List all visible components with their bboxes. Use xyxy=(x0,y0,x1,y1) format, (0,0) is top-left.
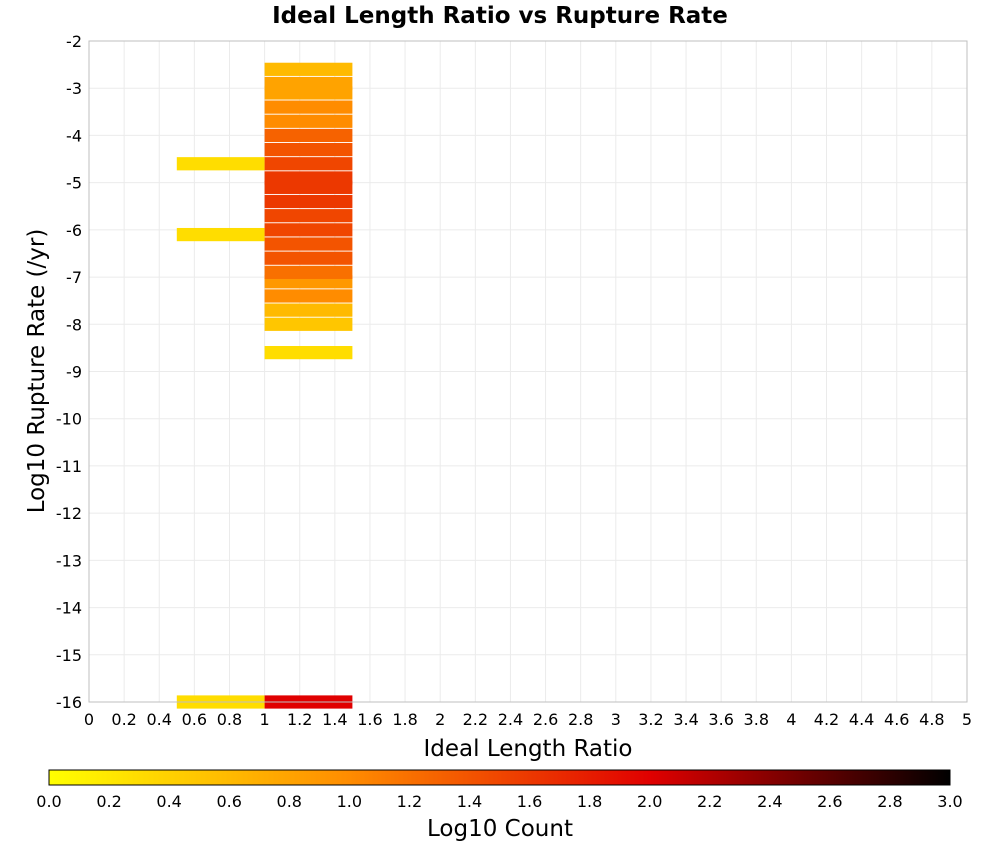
heatmap-cell xyxy=(264,265,353,279)
x-tick-label: 4.8 xyxy=(919,710,944,729)
colorbar xyxy=(48,769,951,786)
x-axis-label: Ideal Length Ratio xyxy=(423,736,632,762)
x-tick-label: 1.6 xyxy=(357,710,382,729)
heatmap-cell xyxy=(264,289,353,303)
y-tick-label: -5 xyxy=(66,174,82,193)
y-tick-label: -6 xyxy=(66,221,82,240)
colorbar-tick-label: 3.0 xyxy=(937,792,962,811)
x-tick-label: 2.4 xyxy=(498,710,523,729)
y-tick-label: -16 xyxy=(56,693,82,712)
x-tick-label: 0.2 xyxy=(111,710,136,729)
y-tick-label: -7 xyxy=(66,268,82,287)
heatmap-cell xyxy=(264,251,353,265)
x-tick-label: 2.2 xyxy=(463,710,488,729)
colorbar-tick-label: 2.4 xyxy=(757,792,782,811)
x-tick-labels: 0 0.2 0.4 0.6 0.8 1 1.2 1.4 1.6 1.8 2 2.2 2.4 2.6 2.8 3… xyxy=(84,710,972,729)
x-tick-label: 4.2 xyxy=(814,710,839,729)
heatmap-cell xyxy=(264,100,353,114)
y-tick-label: -4 xyxy=(66,126,82,145)
x-tick-label: 5 xyxy=(962,710,972,729)
x-tick-label: 4.6 xyxy=(884,710,909,729)
plot-frame xyxy=(88,40,968,703)
y-tick-label: -2 xyxy=(66,32,82,51)
heatmap-cell xyxy=(264,194,353,209)
heatmap-cell xyxy=(264,128,353,143)
x-tick-label: 3.6 xyxy=(708,710,733,729)
y-tick-label: -3 xyxy=(66,79,82,98)
x-tick-label: 0 xyxy=(84,710,94,729)
x-tick-label: 3.4 xyxy=(673,710,698,729)
colorbar-tick-label: 1.4 xyxy=(457,792,482,811)
y-tick-label: -11 xyxy=(56,457,82,476)
colorbar-tick-label: 1.6 xyxy=(517,792,542,811)
heatmap-cell xyxy=(264,171,353,185)
x-tick-label: 1 xyxy=(260,710,270,729)
y-tick-labels: -2 -3 -4 -5 -6 -7 -8 -9 -10 -11 -12 -13 -14 -15 -16 xyxy=(56,32,82,712)
x-tick-label: 0.8 xyxy=(217,710,242,729)
y-axis-label: Log10 Rupture Rate (/yr) xyxy=(24,229,50,514)
x-tick-label: 2.8 xyxy=(568,710,593,729)
x-tick-label: 1.2 xyxy=(287,710,312,729)
x-tick-label: 2 xyxy=(435,710,445,729)
heatmap-cell xyxy=(264,303,353,317)
heatmap-cell xyxy=(264,223,353,237)
x-tick-label: 1.8 xyxy=(392,710,417,729)
heatmap-cell xyxy=(264,209,353,223)
heatmap-cell xyxy=(176,157,265,171)
heatmap-cell xyxy=(264,237,353,251)
colorbar-tick-label: 1.2 xyxy=(397,792,422,811)
colorbar-tick-label: 1.8 xyxy=(577,792,602,811)
colorbar-tick-label: 0.0 xyxy=(36,792,61,811)
colorbar-tick-label: 0.2 xyxy=(96,792,121,811)
colorbar-label: Log10 Count xyxy=(427,816,573,842)
colorbar-tick-label: 0.4 xyxy=(156,792,181,811)
y-tick-label: -13 xyxy=(56,551,82,570)
heatmap-cell xyxy=(264,317,353,331)
grid-lines xyxy=(88,40,968,703)
heatmap-cell xyxy=(264,76,353,91)
y-tick-label: -15 xyxy=(56,646,82,665)
x-tick-label: 3 xyxy=(611,710,621,729)
y-tick-label: -8 xyxy=(66,315,82,334)
heatmap-cells xyxy=(176,62,353,709)
y-tick-label: -12 xyxy=(56,504,82,523)
colorbar-tick-label: 2.2 xyxy=(697,792,722,811)
colorbar-tick-label: 2.6 xyxy=(817,792,842,811)
x-tick-label: 1.4 xyxy=(322,710,347,729)
x-tick-label: 3.2 xyxy=(638,710,663,729)
colorbar-tick-label: 1.0 xyxy=(337,792,362,811)
heatmap-cell xyxy=(176,227,265,242)
heatmap-cell xyxy=(264,142,353,157)
heatmap-cell xyxy=(264,62,353,76)
x-tick-label: 0.6 xyxy=(182,710,207,729)
colorbar-tick-labels: 0.0 0.2 0.4 0.6 0.8 1.0 1.2 1.4 1.6 1.8 2.0 2.2 2.4 2… xyxy=(36,792,962,811)
x-tick-label: 0.4 xyxy=(147,710,172,729)
x-tick-label: 4.4 xyxy=(849,710,874,729)
chart-title: Ideal Length Ratio vs Rupture Rate xyxy=(272,3,728,29)
heatmap-cell xyxy=(264,157,353,171)
x-tick-label: 3.8 xyxy=(744,710,769,729)
colorbar-tick-label: 0.6 xyxy=(216,792,241,811)
y-tick-label: -10 xyxy=(56,410,82,429)
x-tick-label: 2.6 xyxy=(533,710,558,729)
colorbar-tick-label: 0.8 xyxy=(277,792,302,811)
colorbar-tick-label: 2.8 xyxy=(877,792,902,811)
heatmap-cell xyxy=(264,346,353,360)
y-tick-label: -9 xyxy=(66,363,82,382)
colorbar-tick-label: 2.0 xyxy=(637,792,662,811)
y-tick-label: -14 xyxy=(56,599,82,618)
x-tick-label: 4 xyxy=(786,710,796,729)
heatmap-cell xyxy=(264,114,353,128)
